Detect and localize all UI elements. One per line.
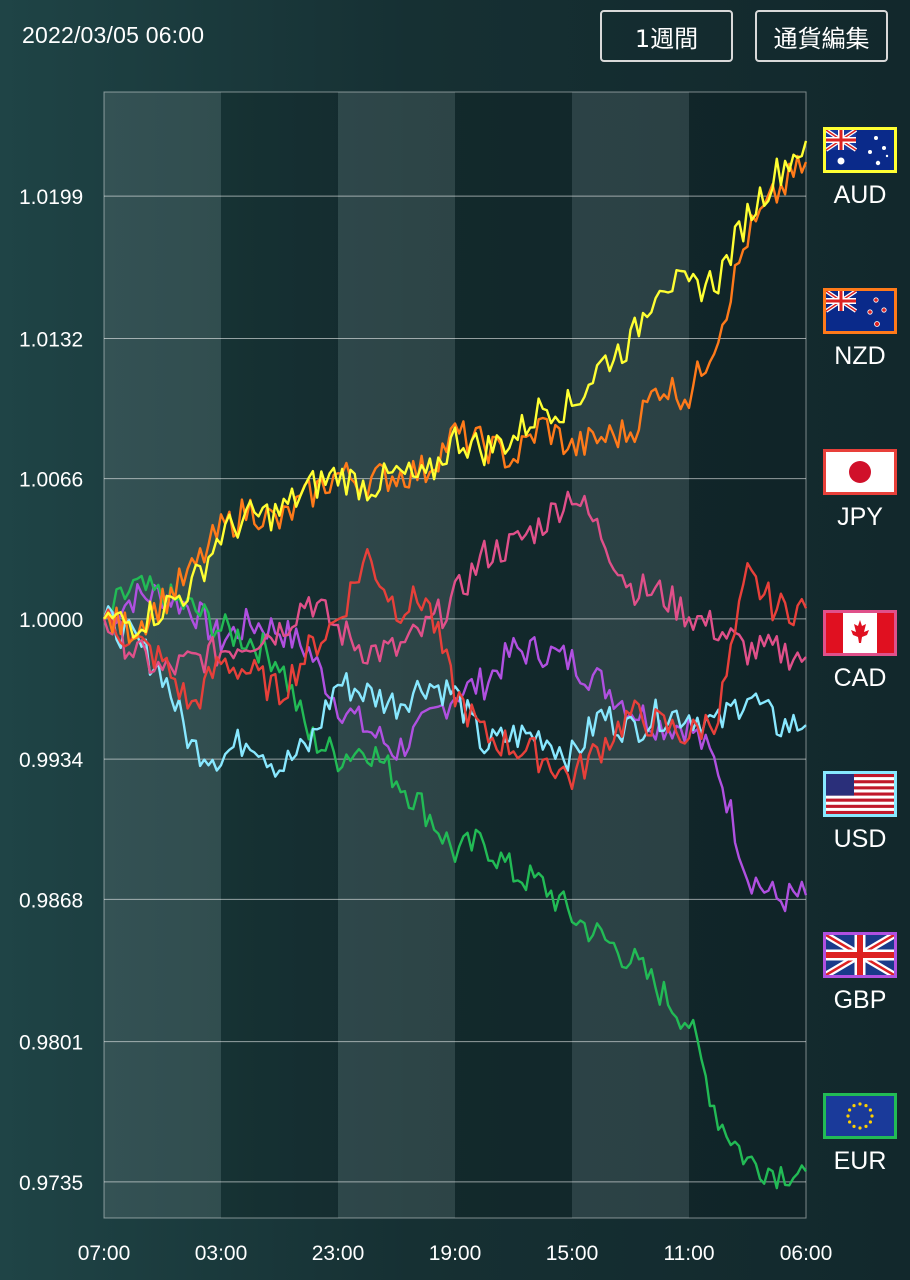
x-tick-label: 19:00 <box>429 1242 482 1265</box>
y-tick-label: 1.0000 <box>19 609 83 632</box>
x-tick-label: 23:00 <box>312 1242 365 1265</box>
currency-edit-button[interactable]: 通貨編集 <box>755 10 888 62</box>
y-axis-labels: 1.0199 1.0132 1.0066 1.0000 0.9934 0.9868 0.98… <box>19 186 84 1195</box>
legend-label-aud: AUD <box>833 181 887 209</box>
x-axis-labels: 07:00 03:00 23:00 19:00 15:00 11:00 06:00 <box>78 1242 833 1265</box>
plot-frame <box>103 91 807 1219</box>
x-tick-label: 07:00 <box>78 1242 131 1265</box>
legend-nzd[interactable]: NZD <box>820 288 900 371</box>
timestamp: 2022/03/05 06:00 <box>22 22 205 48</box>
y-tick-label: 0.9934 <box>19 749 84 772</box>
y-tick-label: 0.9801 <box>19 1032 83 1055</box>
series-line-eur <box>102 574 807 1190</box>
series-lines <box>102 140 808 1190</box>
time-band <box>689 92 806 1218</box>
legend-gbp[interactable]: GBP <box>820 932 900 1015</box>
series-line-aud <box>103 140 808 639</box>
legend-label-nzd: NZD <box>834 342 886 370</box>
australia-flag-icon <box>823 127 897 173</box>
grid-lines <box>104 195 806 1183</box>
time-band <box>455 92 572 1218</box>
time-band <box>221 92 338 1218</box>
usa-flag-icon <box>823 771 897 817</box>
legend-label-jpy: JPY <box>837 503 883 531</box>
time-bands <box>103 91 807 1219</box>
eu-flag-icon <box>823 1093 897 1139</box>
x-tick-label: 06:00 <box>780 1242 833 1265</box>
uk-flag-icon <box>823 932 897 978</box>
series-line-jpy <box>102 548 808 791</box>
series-line-usd <box>102 605 807 778</box>
new-zealand-flag-icon <box>823 288 897 334</box>
y-tick-label: 1.0066 <box>19 469 83 492</box>
time-band <box>104 92 221 1218</box>
period-button[interactable]: 1週間 <box>600 10 733 62</box>
canada-flag-icon <box>823 610 897 656</box>
legend-label-cad: CAD <box>833 664 887 692</box>
legend-cad[interactable]: CAD <box>820 610 900 693</box>
time-band <box>572 92 689 1218</box>
legend-eur[interactable]: EUR <box>820 1093 900 1176</box>
y-tick-label: 0.9868 <box>19 889 83 912</box>
legend-label-usd: USD <box>833 825 887 853</box>
y-tick-label: 0.9735 <box>19 1172 83 1195</box>
series-line-nzd <box>103 154 808 644</box>
x-tick-label: 03:00 <box>195 1242 248 1265</box>
legend-label-eur: EUR <box>833 1147 887 1175</box>
y-tick-label: 1.0132 <box>19 328 83 351</box>
x-tick-label: 15:00 <box>546 1242 599 1265</box>
y-tick-label: 1.0199 <box>19 186 83 209</box>
x-tick-label: 11:00 <box>664 1242 715 1265</box>
japan-flag-icon <box>823 449 897 495</box>
legend-usd[interactable]: USD <box>820 771 900 854</box>
legend-aud[interactable]: AUD <box>820 127 900 210</box>
legend-label-gbp: GBP <box>833 986 887 1014</box>
legend-jpy[interactable]: JPY <box>820 449 900 532</box>
series-line-cad <box>102 490 807 676</box>
